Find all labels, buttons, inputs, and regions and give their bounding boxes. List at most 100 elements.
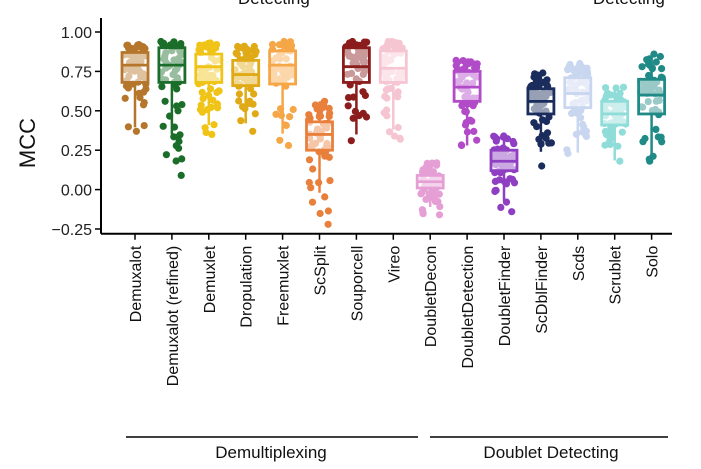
category-label: Solo: [645, 246, 662, 278]
data-point: [235, 90, 243, 98]
data-point: [418, 206, 426, 214]
iqr-box: [637, 77, 666, 116]
data-point: [344, 94, 353, 102]
data-point: [454, 58, 462, 66]
data-point: [566, 60, 574, 69]
category-label: Souporcell: [349, 246, 366, 322]
iqr-box: [194, 52, 224, 84]
data-point: [602, 84, 610, 92]
data-point: [347, 137, 355, 145]
data-point: [272, 110, 280, 118]
data-point: [491, 186, 499, 195]
data-point: [309, 165, 317, 173]
data-point: [124, 123, 132, 131]
data-point: [215, 87, 223, 95]
category-label: DoubletDecon: [423, 246, 440, 347]
data-point: [435, 211, 444, 219]
box-series-vireo: [378, 37, 408, 143]
top-cut-label-left: Detecting: [238, 0, 310, 8]
box-series-souporcell: [341, 37, 371, 145]
box-series-demuxlet: [194, 39, 224, 138]
data-point: [603, 91, 611, 100]
y-tick-label: 0.25: [61, 143, 92, 160]
box-series-scsplit: [304, 97, 334, 228]
data-point: [305, 178, 313, 187]
data-point: [583, 64, 591, 72]
box-series-doubletfinder: [489, 132, 519, 216]
y-tick-label: 0.75: [61, 64, 92, 81]
top-cut-label-right: Detecting: [593, 0, 665, 8]
data-point: [173, 85, 181, 93]
data-point: [286, 113, 294, 121]
data-point: [614, 142, 622, 150]
data-point: [175, 137, 183, 146]
data-point: [490, 132, 498, 140]
data-point: [547, 139, 556, 147]
data-point: [497, 203, 505, 211]
data-point: [239, 103, 247, 111]
axes: 1.00 0.75 0.50 0.25 0.00 −0.25 MCC: [15, 18, 672, 240]
data-point: [380, 109, 388, 117]
data-point: [237, 117, 245, 125]
data-point: [658, 65, 666, 73]
data-point: [159, 122, 167, 130]
category-label: Freemuxlet: [276, 245, 293, 326]
data-point: [563, 146, 571, 154]
data-point: [305, 156, 314, 164]
data-point: [344, 102, 352, 110]
box-series-doubletdetection: [452, 56, 482, 150]
data-point: [201, 41, 209, 49]
data-point: [602, 131, 611, 139]
group-label-doublet-detecting: Doublet Detecting: [483, 443, 618, 462]
data-point: [161, 97, 169, 105]
data-point: [251, 50, 259, 59]
data-point: [641, 134, 649, 143]
data-point: [158, 83, 166, 91]
data-point: [385, 128, 394, 136]
data-point: [214, 104, 222, 112]
y-tick-label: −0.25: [52, 222, 93, 239]
data-point: [362, 113, 371, 121]
data-point: [321, 193, 329, 201]
data-point: [325, 104, 333, 112]
iqr-box: [341, 46, 371, 84]
box-series-scdblfinder: [526, 69, 556, 170]
data-point: [473, 136, 481, 144]
y-tick-label: 0.50: [61, 104, 92, 121]
data-point: [175, 144, 183, 152]
data-point: [284, 141, 293, 150]
data-point: [233, 50, 241, 58]
data-point: [508, 208, 516, 216]
y-tick-label: 0.00: [61, 183, 92, 200]
box-series-freemuxlet: [268, 37, 298, 150]
data-point: [276, 136, 284, 144]
data-point: [470, 127, 478, 135]
data-point: [382, 86, 390, 94]
data-point: [652, 125, 660, 133]
data-point: [196, 106, 205, 114]
data-point: [618, 128, 626, 136]
data-point: [580, 123, 588, 131]
data-point: [538, 162, 546, 170]
data-point: [124, 82, 132, 90]
data-point: [326, 177, 334, 185]
data-point: [319, 103, 327, 111]
data-point: [457, 141, 465, 149]
data-point: [325, 153, 333, 161]
data-point: [638, 63, 646, 71]
data-point: [142, 85, 150, 93]
data-point: [208, 130, 216, 138]
data-point: [395, 40, 403, 48]
data-point: [471, 64, 479, 72]
category-label: ScSplit: [313, 245, 330, 295]
data-point: [616, 157, 624, 165]
data-point: [136, 93, 144, 102]
group-label-demultiplexing: Demultiplexing: [215, 443, 327, 462]
data-point: [468, 117, 476, 125]
data-point: [458, 102, 466, 110]
data-point: [582, 132, 591, 141]
data-point: [431, 197, 439, 205]
box-series-dropulation: [231, 42, 261, 135]
iqr-box: [378, 49, 408, 84]
